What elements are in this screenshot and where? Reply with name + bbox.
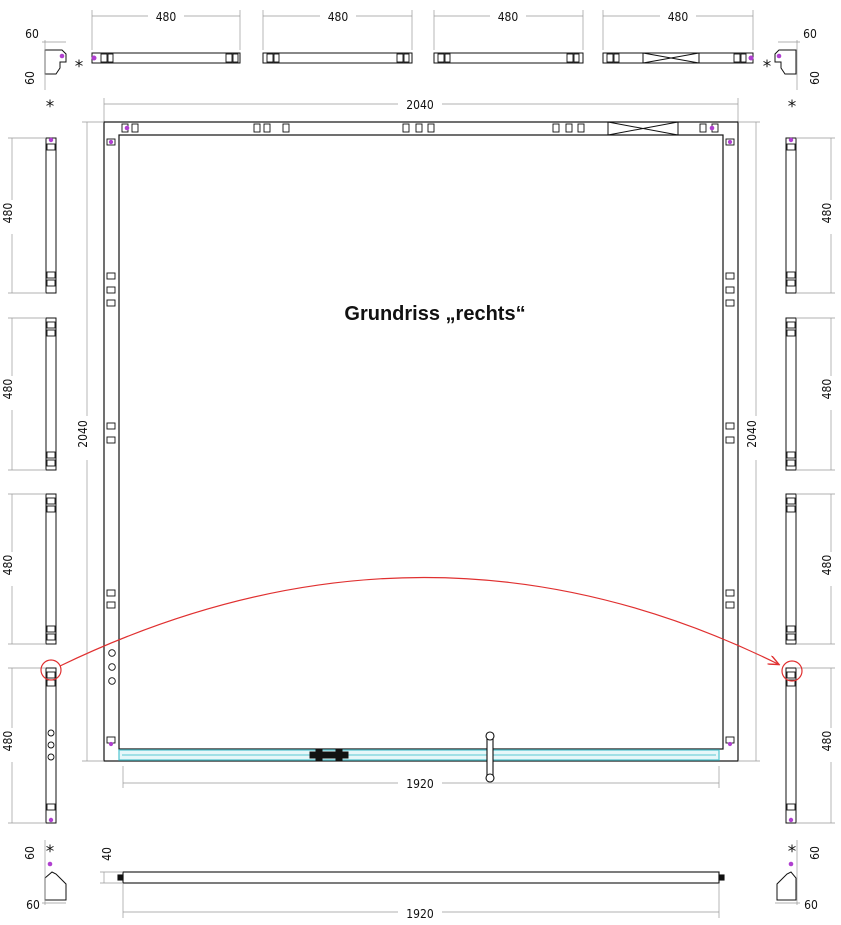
frame-right-connectors: [725, 138, 735, 744]
marker-star-bottom-right: *: [788, 842, 797, 862]
left-segment-4-label: 480: [1, 731, 15, 752]
corner-piece-bottom-right: [775, 840, 800, 905]
corner-piece-top-right: [774, 40, 800, 90]
main-frame: [103, 121, 739, 762]
left-side-holes: [47, 729, 55, 761]
frame-left-connectors: [106, 138, 116, 744]
corner-bottom-left-width-label: 60: [26, 898, 40, 912]
right-segment-3-label: 480: [820, 555, 834, 576]
door-hinge-icon: [309, 748, 349, 762]
top-segment-dimensions: [91, 10, 754, 50]
top-segment-3-label: 480: [498, 10, 519, 24]
marker-star-top-left: *: [75, 57, 84, 77]
left-segment-2-label: 480: [1, 379, 15, 400]
highlight-arrow: [40, 576, 803, 682]
overall-width-label: 2040: [406, 98, 434, 112]
bottom-rail-height-label: 40: [100, 847, 114, 861]
frame-x-brace: [607, 121, 679, 136]
left-segment-1-label: 480: [1, 203, 15, 224]
corner-top-right-width-label: 60: [803, 27, 817, 41]
marker-star-right-top: *: [788, 97, 797, 117]
corner-top-left-height-label: 60: [23, 71, 37, 85]
corner-piece-bottom-left: [42, 840, 67, 905]
corner-top-right-height-label: 60: [808, 71, 822, 85]
top-segment-2-label: 480: [328, 10, 349, 24]
right-segment-4-label: 480: [820, 731, 834, 752]
top-segment-1-label: 480: [156, 10, 177, 24]
door-width-label: 1920: [406, 777, 434, 791]
bottom-rail: [117, 871, 725, 884]
top-rail-segments: [91, 52, 754, 64]
right-side-connectors: [786, 143, 796, 811]
right-segment-2-label: 480: [820, 379, 834, 400]
left-segment-3-label: 480: [1, 555, 15, 576]
right-side-segments: [785, 137, 797, 824]
corner-top-left-width-label: 60: [25, 27, 39, 41]
overall-height-right-label: 2040: [745, 420, 759, 448]
left-side-segments: [45, 137, 57, 824]
corner-piece-top-left: [42, 40, 67, 90]
left-side-dimensions: [8, 137, 46, 824]
door-handle-icon: [485, 731, 495, 783]
glass-door-panel: [118, 749, 720, 761]
bottom-rail-width-label: 1920: [406, 907, 434, 921]
top-rail-connectors: [100, 53, 747, 63]
left-side-connectors: [46, 143, 56, 811]
marker-star-top-right: *: [763, 57, 772, 77]
right-side-dimensions: [796, 137, 835, 824]
plan-title: Grundriss „rechts“: [344, 303, 525, 325]
corner-bottom-right-width-label: 60: [804, 898, 818, 912]
corner-bottom-right-height-label: 60: [808, 846, 822, 860]
overall-height-left-label: 2040: [76, 420, 90, 448]
corner-bottom-left-height-label: 60: [23, 846, 37, 860]
marker-star-left-top: *: [46, 97, 55, 117]
top-segment-4-label: 480: [668, 10, 689, 24]
marker-star-bottom-left: *: [46, 842, 55, 862]
right-segment-1-label: 480: [820, 203, 834, 224]
frame-holes: [108, 649, 116, 685]
